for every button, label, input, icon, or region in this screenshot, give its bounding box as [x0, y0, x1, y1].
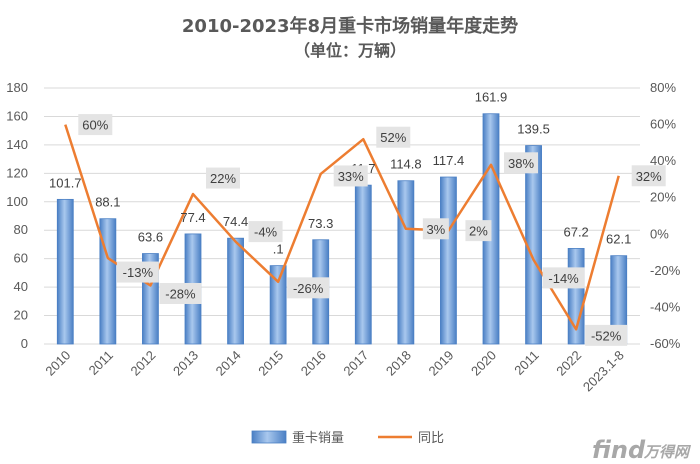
line-data-label: 22% — [210, 171, 236, 186]
bar-data-label: 73.3 — [308, 216, 333, 231]
x-axis-tick-label: 2022 — [553, 348, 584, 379]
watermark-cn-text: 万得网 — [643, 443, 692, 461]
right-axis-tick-label: 80% — [650, 80, 676, 95]
bar-data-label: 161.9 — [475, 90, 508, 105]
left-axis-tick-label: 0 — [21, 336, 28, 351]
left-axis-tick-label: 40 — [14, 279, 28, 294]
bar — [227, 237, 244, 345]
bar-data-label: 74.4 — [223, 214, 248, 229]
x-axis-ticks: 2010 2011 2012 2013 2014 2015 2016 2017 2018 2019… — [42, 348, 626, 395]
left-axis-tick-label: 60 — [14, 251, 28, 266]
right-axis-tick-label: 0% — [650, 226, 669, 241]
x-axis-tick-label: 2011 — [511, 348, 541, 378]
chart-title: 2010-2023年8月重卡市场销量年度走势 — [182, 15, 518, 37]
line-data-label: 32% — [636, 169, 662, 184]
legend-bar-label: 重卡销量 — [292, 430, 344, 446]
left-axis-tick-label: 180 — [6, 80, 28, 95]
bar-data-label: 117.4 — [433, 153, 465, 168]
line-data-label: 60% — [82, 118, 108, 133]
bar-data-label: 62.1 — [606, 232, 631, 247]
line-data-label: 52% — [380, 130, 406, 145]
x-axis-tick-label: 2020 — [468, 348, 499, 379]
x-axis-tick-label: 2015 — [255, 348, 286, 379]
line-label-box — [78, 114, 113, 136]
right-axis-tick-label: -40% — [650, 299, 681, 314]
right-axis-tick-label: 60% — [650, 117, 676, 132]
bar — [440, 176, 457, 345]
bar — [354, 184, 372, 345]
line-label-box — [504, 152, 538, 174]
bar-data-label: 63.6 — [138, 230, 163, 245]
bar-data-label: 88.1 — [95, 195, 120, 210]
x-axis-tick-label: 2011 — [86, 348, 116, 378]
line-label-box — [287, 277, 330, 299]
line-label-box — [376, 126, 411, 148]
bar — [397, 180, 415, 345]
line-label-box — [585, 324, 628, 346]
right-axis-tick-label: -20% — [650, 263, 681, 278]
bar — [56, 198, 74, 345]
left-axis-tick-label: 100 — [6, 194, 28, 209]
x-axis-tick-label: 2013 — [170, 348, 201, 379]
left-axis-tick-label: 160 — [6, 108, 28, 123]
left-axis-tick-label: 120 — [6, 165, 28, 180]
bar-data-labels: 101.788.163.677.474.4.173.311.7114.8117.… — [49, 90, 631, 257]
line-label-box — [333, 165, 368, 187]
x-axis-tick-label: 2012 — [127, 348, 158, 379]
bar-data-label: 114.8 — [390, 157, 422, 172]
line-label-box — [465, 220, 492, 242]
line-data-label: -4% — [254, 225, 278, 240]
line-label-box — [631, 165, 666, 187]
line-label-box — [159, 282, 202, 304]
line-data-label: -26% — [293, 281, 324, 296]
bar-data-label: .1 — [273, 242, 284, 257]
x-axis-tick-label: 2023.1-8 — [580, 348, 627, 395]
line-label-box — [206, 167, 240, 189]
line-data-label: 3% — [426, 222, 445, 237]
watermark-logo-text: find — [592, 436, 646, 464]
right-axis-tick-label: 20% — [650, 190, 676, 205]
x-axis-tick-label: 2014 — [213, 348, 244, 379]
bar-data-label: 67.2 — [563, 224, 588, 239]
line-label-box — [248, 221, 283, 243]
line-label-box — [116, 261, 159, 283]
line-data-label: -14% — [548, 271, 579, 286]
bar-data-label: 77.4 — [180, 210, 205, 225]
right-axis-tick-label: 40% — [650, 153, 676, 168]
left-axis-tick-label: 140 — [6, 137, 28, 152]
line-data-label: -28% — [165, 286, 196, 301]
legend: 重卡销量 同比 — [251, 430, 444, 446]
line-data-label: -52% — [591, 328, 622, 343]
watermark: find 万得网 — [592, 436, 692, 464]
line-label-box — [422, 218, 449, 240]
bar-data-label: 101.7 — [49, 175, 82, 190]
line-data-labels: 60% -13% -28% 22% -4% -26% 33% 52% 3% 2% 38% -14% -5… — [78, 114, 666, 346]
right-axis-tick-label: -60% — [650, 336, 681, 351]
line-label-box — [542, 267, 585, 289]
line-data-label: 33% — [338, 169, 364, 184]
x-axis-tick-label: 2018 — [383, 348, 414, 379]
line-data-label: 2% — [469, 224, 488, 239]
line-data-label: 38% — [508, 156, 534, 171]
x-axis-tick-label: 2010 — [42, 348, 73, 379]
x-axis-tick-label: 2017 — [340, 348, 371, 379]
legend-bar-swatch — [251, 430, 287, 444]
left-axis-tick-label: 20 — [14, 308, 28, 323]
gridlines — [44, 87, 640, 345]
bar — [269, 265, 287, 345]
bar — [99, 218, 117, 345]
left-axis-tick-label: 80 — [14, 222, 28, 237]
x-axis-tick-label: 2016 — [298, 348, 329, 379]
legend-line-label: 同比 — [418, 431, 444, 446]
right-axis-ticks: -60% -40% -20% 0% 20% 40% 60% 80% — [650, 80, 681, 351]
bar-data-label: 139.5 — [517, 122, 550, 137]
line-data-label: -13% — [123, 265, 154, 280]
chart-subtitle: （单位：万辆） — [294, 41, 406, 60]
left-axis-ticks: 0 20 40 60 80 100 120 140 160 180 — [6, 80, 28, 351]
x-axis-tick-label: 2019 — [425, 348, 456, 379]
